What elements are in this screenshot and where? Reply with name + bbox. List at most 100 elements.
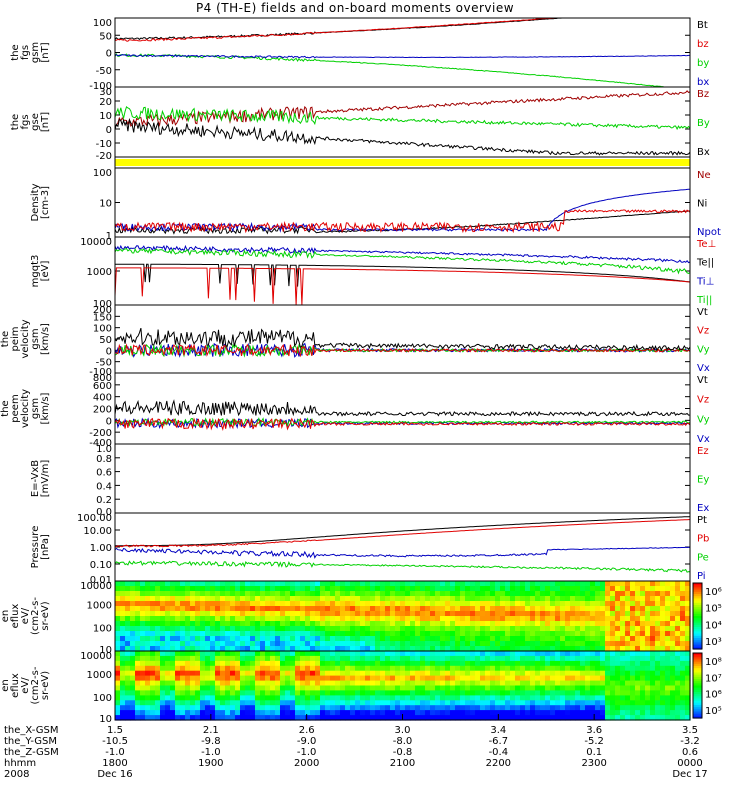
legend-Ex: Ex	[697, 503, 709, 514]
ytick-label: -10	[96, 139, 112, 150]
ytick-label: 0	[106, 125, 112, 136]
series-Ti-par	[114, 247, 691, 275]
ytick-label: 1000	[87, 267, 112, 278]
panel-10: thepeerenefluxeV/(cm2-s-sr-eV) 10000 1000 1…	[0, 650, 722, 725]
ylabel-line: en	[0, 610, 11, 623]
ytick-label: 100	[93, 624, 112, 635]
ylabel-line: sr-eV)	[40, 671, 51, 700]
ytick-label: 1000	[87, 600, 112, 611]
ytick-label: 0.0	[96, 507, 112, 518]
axis-value: 1800	[102, 758, 127, 769]
panel-5: the peim velocity gsm [km/s] 200150100500-50-…	[0, 304, 710, 378]
series-Pb	[114, 519, 690, 548]
ytick-label: 10000	[80, 651, 112, 662]
axis-value: -9.0	[297, 736, 317, 747]
axis-value: 3.4	[490, 725, 506, 736]
ylabel-line: mgqt3	[30, 255, 41, 288]
axis-value: 0.6	[682, 747, 698, 758]
axis-value: -5.2	[584, 736, 604, 747]
ylabel-line: en	[0, 679, 11, 692]
series-by	[114, 53, 690, 88]
spectrogram	[115, 581, 691, 652]
ytick-label: 150	[93, 312, 112, 323]
ytick-label: 30	[99, 87, 112, 98]
axis-value: 3.6	[586, 725, 602, 736]
legend-Bz: Bz	[697, 89, 709, 100]
legend-Vx: Vx	[697, 363, 710, 374]
spectrogram	[115, 651, 691, 721]
colorbar	[692, 652, 703, 719]
series-group	[114, 90, 691, 156]
ytick-label: 100	[93, 693, 112, 704]
ytick-label: 0.6	[96, 468, 112, 479]
panel-frame	[114, 236, 691, 306]
ytick-label: 0.8	[96, 454, 112, 465]
axis-value: -9.8	[201, 736, 221, 747]
panel-8: Pressure [nPa] 100.00 10.00 1.00 0.10 0.01 Pt Pb…	[30, 512, 709, 586]
axis-value: 0000	[677, 758, 702, 769]
ytick-label: 50	[99, 31, 112, 42]
ytick-label: -100	[89, 367, 112, 378]
ytick-label: 10.00	[83, 526, 112, 537]
ytick-label: 100	[93, 299, 112, 310]
ylabel-line: E=-VxB	[30, 460, 41, 497]
series-Ne	[114, 209, 691, 234]
legend-Npot: Npot	[697, 227, 721, 238]
ytick-label: 1000	[87, 670, 112, 681]
ytick-label: 0	[106, 416, 112, 427]
ylabel: thepeirenefluxeV/(cm2-s-sr-eV)	[0, 597, 51, 635]
legend-By: By	[697, 118, 710, 129]
panel-2	[114, 156, 691, 169]
ylabel-line: eflux	[10, 604, 21, 629]
ylabel-line: velocity	[20, 389, 31, 428]
series-Npot	[114, 188, 691, 233]
ytick-label: -50	[96, 358, 112, 369]
panel-frame	[114, 372, 691, 445]
colorbar-label: 10⁵	[705, 604, 722, 615]
legend-Vy: Vy	[697, 344, 710, 355]
panel-frame	[114, 304, 691, 374]
legend-Bx: Bx	[697, 147, 710, 158]
legend-Pb: Pb	[697, 534, 709, 545]
axis-value: -8.0	[393, 736, 413, 747]
series-Vz	[114, 343, 691, 358]
ylabel-line: fgs	[20, 45, 31, 60]
colorbar-label: 10⁶	[705, 690, 722, 701]
ylabel-line: [nT]	[40, 112, 51, 132]
series-Bt	[114, 17, 690, 41]
ytick-label: -400	[89, 438, 112, 449]
series-group	[114, 244, 691, 306]
series-Vz	[114, 417, 691, 432]
legend-by: by	[697, 58, 709, 69]
ylabel-line: eV/	[20, 677, 31, 694]
legend-Ey: Ey	[697, 475, 709, 486]
ytick-label: -50	[96, 66, 112, 77]
axis-value: -1.0	[201, 747, 221, 758]
ytick-label: 800	[93, 373, 112, 384]
axis-value: -1.0	[297, 747, 317, 758]
ylabel-line: [mV/m]	[40, 460, 51, 498]
ytick-label: 1.00	[90, 543, 112, 554]
ylabel-line: Density	[30, 183, 41, 221]
axis-row-label: the_Y-GSM	[4, 736, 57, 747]
ylabel-line: the	[10, 114, 21, 130]
series-Vt	[114, 327, 691, 352]
ylabel-line: peer	[0, 673, 1, 697]
legend-Pi: Pi	[697, 571, 706, 582]
ylabel-line: gsm	[30, 398, 41, 419]
panel-6: the peem velocity gsm [km/s] 8006004002000-20…	[0, 372, 710, 449]
ytick-label: 50	[99, 335, 112, 346]
ylabel: the peem velocity gsm [km/s]	[0, 389, 51, 428]
series-Vt	[114, 399, 690, 417]
series-Te-perp	[114, 267, 691, 306]
ytick-label: 200	[93, 405, 112, 416]
ytick-label: 600	[93, 381, 112, 392]
ylabel-line: fgs	[20, 114, 31, 129]
ylabel-line: eV/	[20, 607, 31, 624]
legend-Te⊥: Te⊥	[696, 239, 716, 250]
legend-Vy: Vy	[697, 414, 710, 425]
axis-value: 1.5	[107, 725, 123, 736]
axis-value: 2300	[581, 758, 606, 769]
colorbar-label: 10⁸	[705, 657, 722, 668]
axis-value: -0.8	[393, 747, 413, 758]
